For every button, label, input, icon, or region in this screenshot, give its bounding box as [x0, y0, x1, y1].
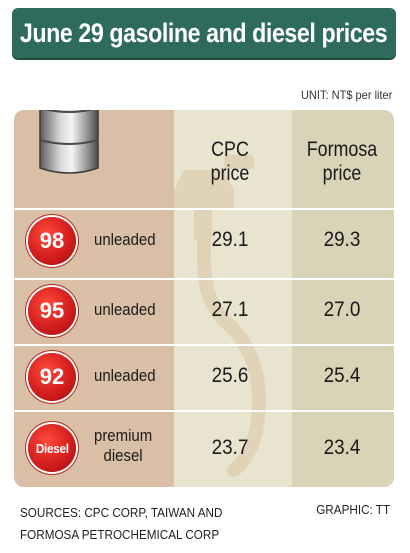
price-table: CPC price Formosa price — [14, 110, 394, 487]
formosa-price: 25.4 — [323, 364, 361, 387]
formosa-price-header: Formosa price — [300, 138, 385, 186]
cpc-price: 25.6 — [211, 364, 249, 387]
fuel-type-label: unleaded — [94, 300, 156, 319]
fuel-grade-badge: 98 — [28, 217, 76, 265]
table-row: Diesel premium diesel 23.7 23.4 — [14, 410, 394, 488]
formosa-header-line1: Formosa — [306, 138, 378, 161]
title-bar: June 29 gasoline and diesel prices — [12, 8, 396, 58]
fuel-type-label-line1: premium — [94, 426, 153, 445]
fuel-grade-badge: 95 — [28, 287, 76, 335]
cpc-price: 23.7 — [211, 436, 249, 459]
table-row: 98 unleaded 29.1 29.3 — [14, 208, 394, 270]
sources-line1: SOURCES: CPC CORP, TAIWAN AND — [20, 505, 223, 520]
cpc-price: 27.1 — [211, 298, 249, 321]
formosa-price: 23.4 — [323, 436, 361, 459]
graphic-credit: GRAPHIC: TT — [316, 502, 390, 517]
formosa-column — [292, 110, 394, 487]
formosa-price: 29.3 — [323, 228, 361, 251]
fuel-nozzle-icon — [174, 155, 267, 477]
unit-label: UNIT: NT$ per liter — [300, 88, 392, 102]
cpc-header-line1: CPC — [211, 138, 249, 161]
table-row: 95 unleaded 27.1 27.0 — [14, 278, 394, 340]
sources-note: SOURCES: CPC CORP, TAIWAN AND FORMOSA PE… — [20, 502, 222, 546]
formosa-header-line2: price — [322, 162, 362, 185]
fuel-type-label: unleaded — [94, 230, 156, 249]
sources-line2: FORMOSA PETROCHEMICAL CORP — [20, 527, 220, 542]
oil-barrel-icon — [39, 110, 99, 174]
table-row: 92 unleaded 25.6 25.4 — [14, 344, 394, 406]
fuel-type-label-line2: diesel — [103, 446, 143, 465]
fuel-grade-badge: Diesel — [28, 424, 76, 472]
fuel-type-label: premium diesel — [94, 426, 152, 466]
page-title: June 29 gasoline and diesel prices — [20, 17, 388, 48]
formosa-price: 27.0 — [323, 298, 361, 321]
fuel-type-label: unleaded — [94, 366, 156, 385]
fuel-grade-badge: 92 — [28, 353, 76, 401]
cpc-price-header: CPC price — [188, 138, 273, 186]
cpc-header-line2: price — [210, 162, 250, 185]
cpc-price: 29.1 — [211, 228, 249, 251]
